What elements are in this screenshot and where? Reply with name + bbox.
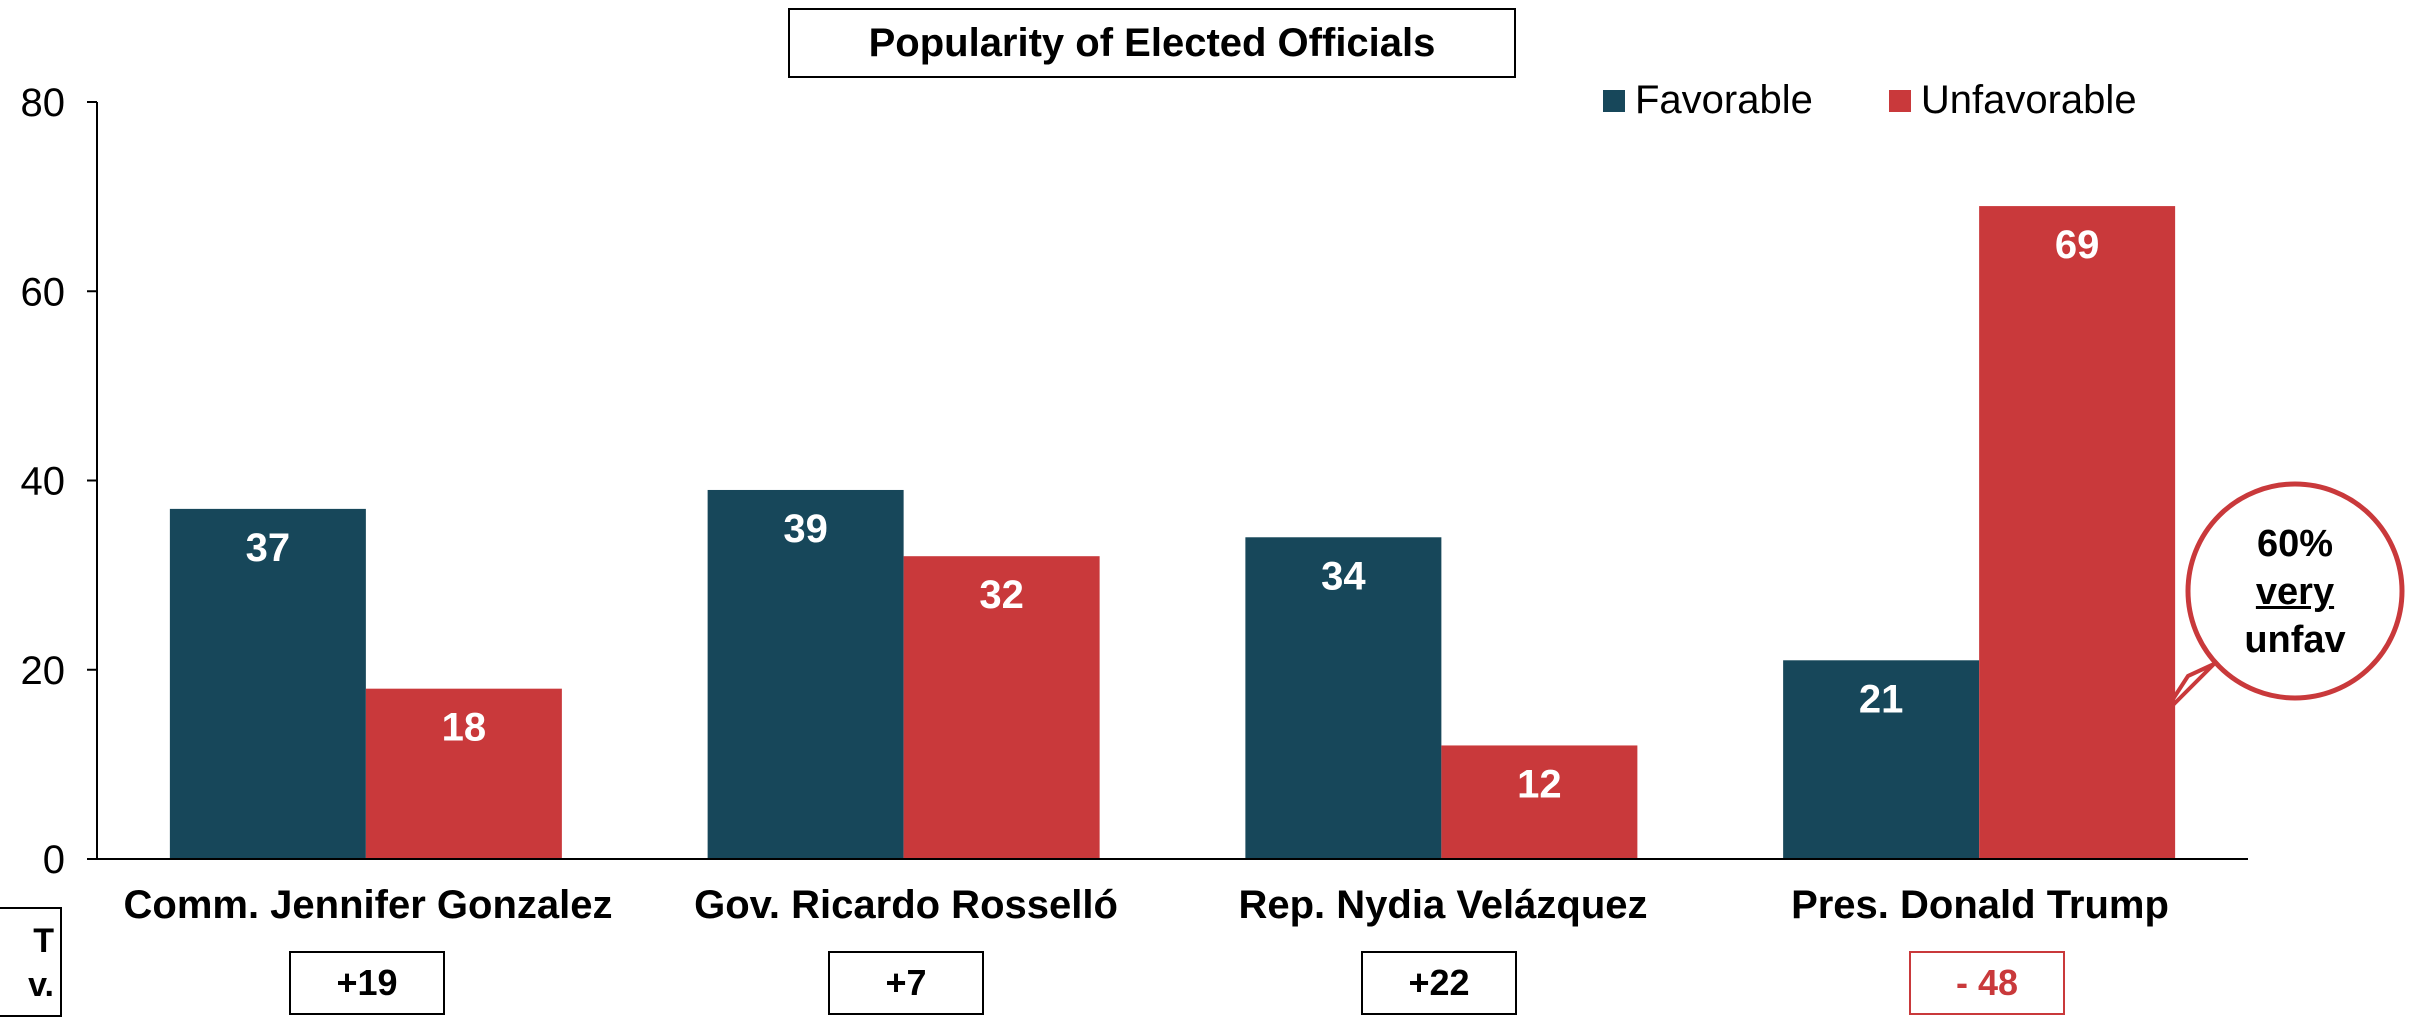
legend-label-favorable: Favorable bbox=[1635, 78, 1813, 122]
bar-favorable-3 bbox=[1783, 660, 1980, 859]
data-label-unfavorable-1: 32 bbox=[979, 573, 1024, 617]
legend-item-favorable: Favorable bbox=[1603, 78, 1813, 123]
callout-text: 60% very unfav bbox=[2190, 520, 2400, 664]
y-tick-label-40: 40 bbox=[21, 460, 66, 504]
category-label-trump: Pres. Donald Trump bbox=[1791, 883, 2169, 927]
data-label-favorable-2: 34 bbox=[1321, 554, 1366, 598]
bar-favorable-1 bbox=[707, 489, 904, 859]
data-label-unfavorable-2: 12 bbox=[1517, 762, 1562, 806]
legend-label-unfavorable: Unfavorable bbox=[1920, 78, 2137, 122]
bar-favorable-2 bbox=[1245, 537, 1442, 859]
data-label-favorable-3: 21 bbox=[1859, 677, 1904, 721]
category-label-rossello: Gov. Ricardo Rosselló bbox=[694, 883, 1118, 927]
legend-swatch-favorable bbox=[1603, 89, 1625, 112]
data-label-unfavorable-0: 18 bbox=[442, 706, 487, 750]
bar-unfavorable-1 bbox=[903, 556, 1100, 859]
bar-unfavorable-3 bbox=[1979, 206, 2176, 859]
net-box-trump: - 48 bbox=[1909, 951, 2065, 1015]
y-tick-label-0: 0 bbox=[43, 838, 65, 882]
data-label-favorable-1: 39 bbox=[783, 507, 828, 551]
y-tick-label-80: 80 bbox=[21, 81, 66, 125]
bar-unfavorable-2 bbox=[1441, 745, 1638, 859]
bar-favorable-0 bbox=[169, 508, 366, 859]
callout-line-1: 60% bbox=[2256, 523, 2334, 565]
legend: Favorable Unfavorable bbox=[1603, 78, 2213, 123]
net-side-line-1: T bbox=[33, 922, 54, 960]
data-label-favorable-0: 37 bbox=[246, 526, 291, 570]
category-label-gonzalez: Comm. Jennifer Gonzalez bbox=[123, 883, 613, 927]
callout-circle bbox=[2185, 481, 2405, 701]
bar-unfavorable-0 bbox=[365, 688, 562, 859]
net-side-label: T v. bbox=[0, 907, 62, 1017]
net-box-rossello: +7 bbox=[828, 951, 984, 1015]
category-label-velazquez: Rep. Nydia Velázquez bbox=[1238, 883, 1648, 927]
net-side-line-2: v. bbox=[28, 966, 54, 1004]
legend-swatch-unfavorable bbox=[1888, 89, 1911, 112]
y-tick-label-60: 60 bbox=[21, 270, 66, 314]
data-label-unfavorable-3: 69 bbox=[2055, 223, 2100, 267]
legend-item-unfavorable: Unfavorable bbox=[1888, 78, 2137, 123]
chart-title: Popularity of Elected Officials bbox=[788, 8, 1516, 78]
y-tick-label-20: 20 bbox=[21, 649, 66, 693]
net-box-gonzalez: +19 bbox=[289, 951, 445, 1015]
callout-line-3: unfav bbox=[2244, 619, 2346, 661]
callout-line-2: very bbox=[2255, 571, 2335, 613]
net-box-velazquez: +22 bbox=[1361, 951, 1517, 1015]
